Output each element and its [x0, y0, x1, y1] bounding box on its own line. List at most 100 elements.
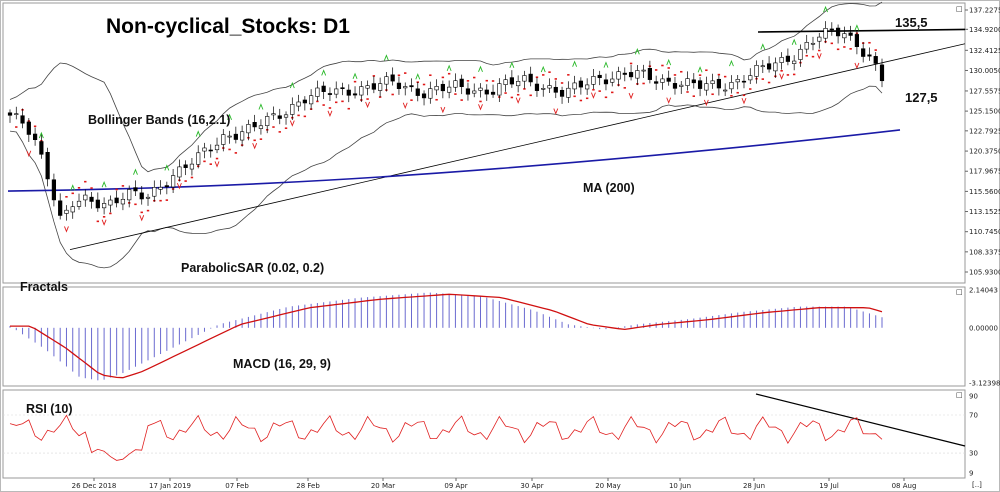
fractal-down	[666, 97, 672, 104]
candle-body	[396, 82, 402, 89]
price-y-label: 117.9675	[969, 168, 1000, 176]
candle-body	[340, 87, 345, 90]
candle-body	[14, 113, 19, 115]
price-y-label: 113.1525	[969, 208, 1000, 216]
fractal-down	[365, 101, 371, 109]
chart-title: Non-cyclical_Stocks: D1	[106, 15, 350, 38]
sar-dot	[629, 62, 633, 65]
macd-y-label: 2.14043	[969, 287, 998, 295]
sar-dot	[115, 188, 118, 191]
sar-dot	[604, 96, 608, 99]
candle-body	[741, 80, 747, 83]
candle-body	[861, 48, 866, 57]
sar-dot	[90, 187, 93, 189]
candle-body	[378, 83, 383, 91]
candle-body	[610, 78, 615, 83]
candle-body	[415, 88, 420, 96]
x-label: 20 Mar	[371, 482, 395, 490]
sar-dot	[849, 48, 852, 50]
price-y-label: 108.3375	[969, 248, 1000, 256]
fractal-up	[729, 59, 734, 67]
fractal-up	[540, 65, 546, 73]
candle-body	[729, 82, 734, 90]
fractal-down	[26, 150, 32, 157]
x-tick-labels: 26 Dec 2018 17 Jan 2019 07 Feb 28 Feb 20 Mar…	[72, 478, 916, 490]
fractals-label: Fractals	[20, 280, 68, 294]
rsi-series	[9, 414, 883, 461]
candle-body	[409, 85, 414, 88]
price-y-label: 105.9300	[969, 269, 1000, 277]
candle-body	[534, 83, 540, 91]
sar-dot	[303, 115, 307, 118]
fractal-up	[227, 113, 232, 120]
candle-body	[490, 91, 496, 95]
candle-body	[315, 87, 320, 97]
sar-dot	[698, 74, 702, 76]
fractal-up	[352, 72, 358, 79]
sar-dot	[542, 74, 545, 76]
candle-body	[384, 76, 389, 85]
sar-dot	[397, 74, 401, 77]
candle-body	[666, 77, 671, 82]
sar-dot	[510, 96, 514, 99]
candle-body	[7, 112, 13, 116]
sar-dot	[447, 72, 451, 75]
sar-dot	[830, 42, 834, 45]
candle-body	[283, 114, 289, 118]
sar-dot	[843, 46, 846, 48]
sar-dot	[228, 148, 231, 151]
candle-body	[754, 65, 759, 77]
sar-dot	[523, 88, 526, 90]
sar-dot	[786, 74, 790, 76]
candle-body	[697, 80, 703, 89]
sar-dot	[77, 187, 81, 189]
sar-dot	[253, 139, 256, 142]
sar-dot	[328, 107, 332, 109]
fractal-up	[133, 168, 138, 175]
parabolic-label: ParabolicSAR (0.02, 0.2)	[181, 261, 324, 275]
sar-dot	[567, 74, 570, 76]
sar-dot	[767, 81, 771, 84]
candle-body	[296, 101, 301, 107]
candle-body	[647, 67, 652, 80]
fractal-down	[816, 53, 822, 60]
sar-dot	[335, 101, 338, 104]
sar-dot	[322, 104, 325, 106]
sar-dot	[868, 41, 871, 44]
macd-series	[9, 292, 883, 381]
candle-body	[221, 134, 226, 145]
candle-body	[766, 63, 772, 70]
candle-body	[277, 115, 282, 119]
sar-dot	[673, 74, 677, 76]
fractal-up	[195, 130, 201, 137]
sar-dot	[479, 100, 482, 103]
sar-dot	[485, 79, 488, 82]
candle-body	[51, 179, 57, 201]
fractal-down	[628, 92, 634, 100]
candle-body	[447, 86, 452, 93]
sar-dot	[33, 125, 37, 128]
sar-dot	[711, 93, 714, 96]
price-y-label: 122.7925	[969, 127, 1000, 135]
candle-body	[32, 133, 38, 141]
candle-body	[440, 83, 445, 92]
sar-dot	[680, 70, 683, 73]
sar-dot	[109, 212, 112, 215]
sar-dot	[71, 192, 74, 195]
fractal-down	[854, 62, 860, 70]
candle-body	[597, 74, 602, 79]
rsi-corner-mark: □	[956, 391, 963, 399]
candle-body	[760, 65, 765, 68]
x-label: 28 Jun	[743, 482, 765, 490]
sar-dot	[422, 83, 426, 86]
fractal-up	[289, 81, 295, 89]
candle-body	[572, 82, 577, 90]
bollinger-bands	[9, 1, 883, 269]
x-label: 28 Feb	[296, 482, 320, 490]
level-high-label: 135,5	[895, 15, 928, 30]
fractal-down	[440, 106, 446, 114]
candle-body	[64, 209, 69, 214]
sar-dot	[159, 199, 162, 202]
grid	[3, 414, 965, 454]
fractal-up	[823, 5, 828, 13]
